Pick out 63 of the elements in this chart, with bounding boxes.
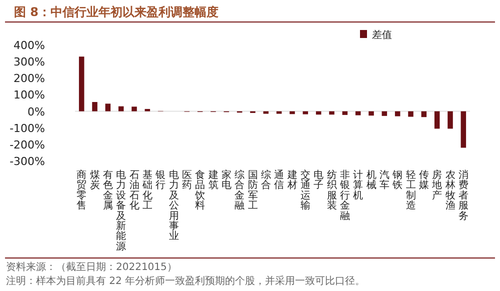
x-tick-label: 有色金属: [102, 169, 113, 212]
text: 注明：样本为目前具有 22 年分析师一致盈利预期的个股，并采用一致可比口径。: [6, 275, 366, 287]
bar: [329, 111, 334, 115]
x-tick-label: 建筑: [207, 169, 218, 192]
x-tick-label: 商贸零售: [76, 169, 87, 212]
y-tick-label: 300%: [14, 56, 45, 69]
x-tick-label: 石油石化: [129, 170, 140, 212]
x-tick-label: 电子: [314, 169, 324, 192]
x-tick-label: 机械: [366, 169, 376, 192]
x-tick-label: 消费者服务: [458, 169, 468, 222]
x-tick-label: 基础化工: [141, 169, 152, 212]
bar: [302, 111, 308, 114]
bar: [382, 111, 388, 116]
bar: [448, 111, 453, 129]
x-tick-label: 食品饮料: [194, 169, 206, 212]
x-tick-label: 交通运输: [300, 169, 310, 212]
bar: [368, 111, 374, 116]
bar: [105, 104, 111, 112]
x-tick-label: 农林牧渔: [444, 170, 456, 212]
x-tick-label: 电力及公用事业: [168, 169, 179, 242]
legend-label: 差值: [372, 29, 392, 41]
x-tick-label: 家电: [221, 169, 232, 192]
x-tick-label: 传媒: [418, 170, 429, 192]
y-tick-label: -200%: [10, 138, 45, 152]
bar: [434, 111, 440, 129]
text: 资料来源：（截至日期：20221015）: [6, 261, 177, 273]
y-tick-label: -300%: [10, 155, 45, 168]
x-tick-label: 国防军工: [248, 170, 258, 212]
bar: [132, 106, 137, 112]
x-tick-label: 计算机: [353, 169, 364, 202]
x-tick-label: 医药: [182, 170, 192, 192]
x-tick-label: 纺织服装: [326, 169, 337, 212]
x-tick-label: 钢铁: [392, 170, 403, 192]
bar: [342, 111, 348, 115]
y-tick-label: -100%: [10, 122, 45, 135]
bar: [460, 111, 466, 148]
bar: [263, 111, 269, 114]
bar: [78, 56, 84, 112]
x-tick-label: 煤炭: [90, 169, 100, 192]
bar: [144, 108, 150, 112]
y-tick-label: 200%: [14, 72, 45, 86]
y-tick-label: 100%: [14, 88, 45, 102]
bar: [421, 111, 427, 118]
x-tick-label: 综合金融: [234, 169, 245, 212]
bar: [92, 102, 98, 112]
x-tick-label: 轻工制造: [406, 169, 416, 212]
x-tick-label: 非银行金融: [338, 169, 350, 222]
x-tick-label: 电力设备及新能源: [116, 169, 126, 252]
x-tick-label: 汽车: [379, 169, 390, 192]
y-tick-label: 400%: [14, 39, 45, 52]
bar: [355, 111, 361, 116]
x-tick-label: 综合: [260, 169, 271, 192]
bar: [290, 111, 295, 114]
x-tick-label: 银行: [154, 170, 166, 192]
bar: [408, 111, 414, 117]
x-tick-label: 通信: [274, 169, 284, 192]
x-tick-label: 建材: [286, 169, 298, 192]
bar: [276, 111, 282, 114]
x-tick-label: 房地产: [431, 169, 442, 202]
bar: [118, 106, 124, 112]
y-tick-label: 0%: [28, 105, 45, 118]
bar: [394, 111, 400, 116]
chart-title: 图 8：中信行业年初以来盈利调整幅度: [14, 5, 219, 19]
